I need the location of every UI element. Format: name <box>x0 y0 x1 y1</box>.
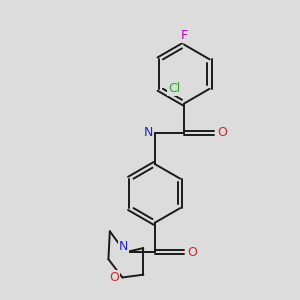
Text: O: O <box>217 127 227 140</box>
Text: Cl: Cl <box>168 82 180 95</box>
Text: F: F <box>181 29 188 42</box>
Text: N: N <box>144 127 153 140</box>
Text: O: O <box>109 271 119 284</box>
Text: O: O <box>188 246 197 259</box>
Text: H: H <box>142 126 150 136</box>
Text: N: N <box>119 240 128 253</box>
